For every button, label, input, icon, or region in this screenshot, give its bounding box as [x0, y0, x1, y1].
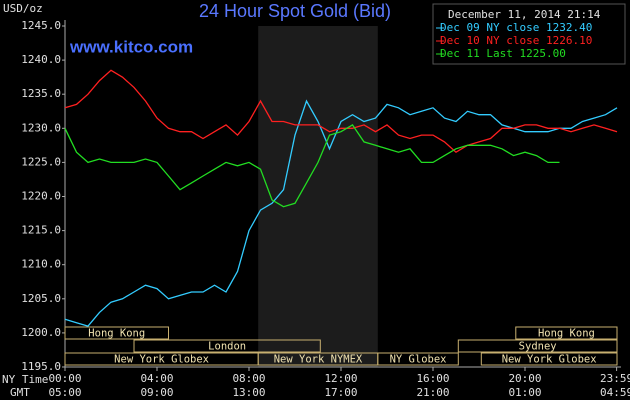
- session-box: [515, 326, 618, 340]
- legend-box: [432, 3, 626, 65]
- x-tick-label: 08:00: [232, 372, 265, 385]
- legend-entry: Dec 11 Last 1225.00: [440, 47, 566, 60]
- y-tick-label: 1225.0: [21, 155, 61, 168]
- x-tick-label: 20:00: [508, 372, 541, 385]
- session-label: Sydney: [519, 341, 557, 353]
- date-label: December 11, 2014 21:14: [448, 8, 601, 21]
- session-box: [133, 339, 321, 353]
- y-tick-label: 1200.0: [21, 326, 61, 339]
- y-axis-label: USD/oz: [3, 2, 43, 15]
- session-box: [480, 352, 618, 366]
- legend-entry: Dec 09 NY close 1232.40: [440, 21, 592, 34]
- y-tick-label: 1210.0: [21, 258, 61, 271]
- session-label: Hong Kong: [88, 328, 145, 340]
- chart-title: 24 Hour Spot Gold (Bid): [199, 1, 391, 21]
- line-series: [64, 124, 560, 208]
- session-label: London: [208, 341, 246, 353]
- x2-tick-label: 04:59: [600, 386, 630, 399]
- session-label: New York NYMEX: [274, 354, 363, 366]
- x2-tick-label: 21:00: [416, 386, 449, 399]
- y-tick-label: 1235.0: [21, 87, 61, 100]
- session-label: Hong Kong: [538, 328, 595, 340]
- x-tick-label: 04:00: [140, 372, 173, 385]
- x2-tick-label: 05:00: [48, 386, 81, 399]
- line-series: [64, 69, 618, 154]
- site-label: www.kitco.com: [69, 37, 193, 56]
- y-tick-label: 1245.0: [21, 19, 61, 32]
- y-tick-label: 1230.0: [21, 121, 61, 134]
- y-tick-label: 1205.0: [21, 292, 61, 305]
- x2-tick-label: 01:00: [508, 386, 541, 399]
- x-tick-label: 16:00: [416, 372, 449, 385]
- x-tick-label: 23:59: [600, 372, 630, 385]
- y-tick-label: 1195.0: [21, 360, 61, 373]
- x-axis-label: NY Time: [2, 373, 48, 386]
- y-tick-label: 1215.0: [21, 224, 61, 237]
- session-box: [64, 326, 169, 340]
- highlight-band: [258, 26, 378, 367]
- x2-tick-label: 17:00: [324, 386, 357, 399]
- x-tick-label: 12:00: [324, 372, 357, 385]
- y-tick-label: 1220.0: [21, 190, 61, 203]
- line-series: [64, 99, 618, 327]
- x2-axis-label: GMT: [10, 386, 30, 399]
- legend-entry: Dec 10 NY close 1226.10: [440, 34, 592, 47]
- session-box: [377, 352, 459, 366]
- x2-tick-label: 13:00: [232, 386, 265, 399]
- session-label: NY Globex: [390, 354, 447, 366]
- y-tick-label: 1240.0: [21, 53, 61, 66]
- session-label: New York Globex: [114, 354, 209, 366]
- session-box: [457, 339, 618, 353]
- session-label: New York Globex: [502, 354, 597, 366]
- x2-tick-label: 09:00: [140, 386, 173, 399]
- x-tick-label: 00:00: [48, 372, 81, 385]
